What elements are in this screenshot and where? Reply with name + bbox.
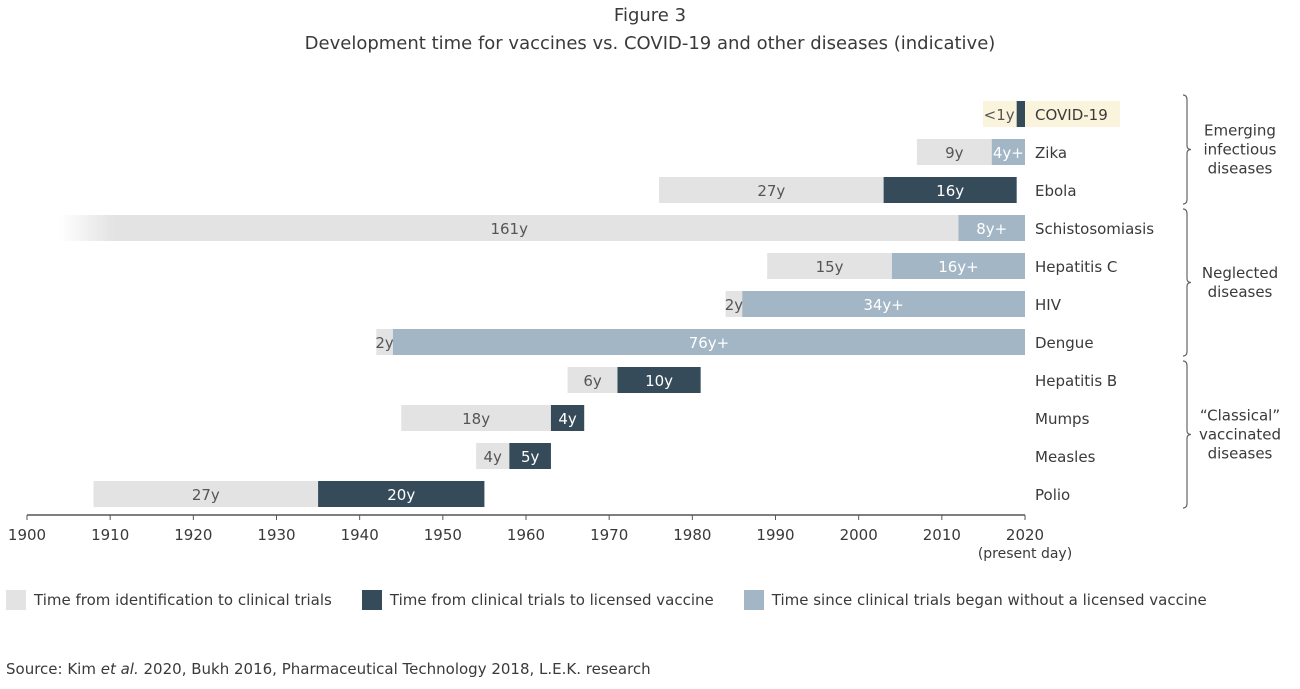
group-label: diseases (1208, 445, 1273, 463)
source-prefix: Source: Kim (6, 660, 101, 678)
bar-segment-identification (659, 177, 884, 203)
figure-label: Figure 3 (613, 5, 687, 26)
bar-label: 4y (484, 448, 503, 466)
disease-label: Schistosomiasis (1035, 220, 1154, 238)
x-tick-label: 1990 (756, 526, 794, 544)
chart-title: Development time for vaccines vs. COVID-… (304, 33, 996, 54)
disease-label: Hepatitis B (1035, 372, 1117, 390)
bar-segment-clinical (550, 405, 585, 431)
bar-label: 18y (462, 410, 490, 428)
bar-segment-identification (376, 329, 393, 355)
bar-segment-ongoing (392, 329, 1025, 355)
bar-label: 161y (490, 220, 528, 238)
group-label: infectious (1204, 141, 1277, 159)
bar-segment-identification (60, 215, 959, 241)
source-note: Source: Kim et al. 2020, Bukh 2016, Phar… (6, 660, 651, 678)
bar-segment-identification (767, 253, 892, 279)
x-tick-label: 1980 (673, 526, 711, 544)
bar-label: 16y+ (938, 258, 979, 276)
disease-label: Measles (1035, 448, 1096, 466)
x-tick-label: 2010 (923, 526, 961, 544)
bar-segment-identification (567, 367, 618, 393)
legend-item-clinical: Time from clinical trials to licensed va… (361, 590, 714, 610)
legend-label: Time since clinical trials began without… (771, 591, 1207, 609)
bar-segment-ongoing (742, 291, 1025, 317)
x-tick-label: 1950 (424, 526, 462, 544)
group-brace (1182, 360, 1192, 509)
bar-label: 27y (757, 182, 785, 200)
disease-label: COVID-19 (1035, 106, 1108, 124)
x-tick-label: 2000 (840, 526, 878, 544)
source-suffix: 2020, Bukh 2016, Pharmaceutical Technolo… (138, 660, 651, 678)
disease-label: Mumps (1035, 410, 1090, 428)
highlight-band (983, 101, 1120, 127)
chart: <1y COVID-19 9y 4y+ Zika 27y 16y Ebola 161y 8y+ Sc… (8, 94, 1281, 562)
x-tick-label: 2020 (1006, 526, 1044, 544)
legend-item-ongoing: Time since clinical trials began without… (743, 590, 1207, 610)
group-label: diseases (1208, 160, 1273, 178)
bar-label: 4y (558, 410, 577, 428)
x-tick-note: (present day) (978, 546, 1072, 562)
bar-segment-clinical (617, 367, 701, 393)
bar-label: 20y (387, 486, 415, 504)
legend-label: Time from clinical trials to licensed va… (389, 591, 714, 609)
x-tick-label: 1900 (8, 526, 46, 544)
disease-label: Dengue (1035, 334, 1094, 352)
x-tick-label: 1940 (341, 526, 379, 544)
legend-item-identification: Time from identification to clinical tri… (6, 590, 332, 610)
bar-segment-identification (476, 443, 510, 469)
bar-label: 15y (816, 258, 844, 276)
x-tick-label: 1960 (507, 526, 545, 544)
group-label: Neglected (1202, 264, 1278, 282)
bar-segment-ongoing (991, 139, 1025, 165)
bar-segment-clinical (318, 481, 485, 507)
disease-label: Ebola (1035, 182, 1077, 200)
bar-segment-identification (401, 405, 551, 431)
disease-label: Zika (1035, 144, 1067, 162)
x-tick-label: 1970 (590, 526, 628, 544)
group-label: diseases (1208, 283, 1273, 301)
disease-label: Polio (1035, 486, 1070, 504)
group-label: vaccinated (1199, 426, 1281, 444)
bar-label: 8y+ (976, 220, 1007, 238)
legend: Time from identification to clinical tri… (6, 590, 1207, 610)
bar-segment-identification (93, 481, 319, 507)
x-tick-label: 1910 (91, 526, 129, 544)
bar-segment-identification (916, 139, 992, 165)
group-label: “Classical” (1200, 407, 1280, 425)
bar-label: 9y (945, 144, 964, 162)
bar-segment-clinical (1016, 101, 1025, 127)
bar-segment-clinical (883, 177, 1017, 203)
bar-label: 34y+ (863, 296, 904, 314)
group-brace (1182, 94, 1192, 205)
bar-label: 6y (583, 372, 602, 390)
bar-label: 5y (521, 448, 540, 466)
bar-label: 2y (725, 296, 744, 314)
group-label: Emerging (1204, 122, 1276, 140)
bar-label: 4y+ (993, 144, 1024, 162)
group-brace (1182, 208, 1192, 357)
x-tick-label: 1920 (174, 526, 212, 544)
bar-label: 16y (936, 182, 964, 200)
disease-label: HIV (1035, 296, 1062, 314)
bar-segment-identification (725, 291, 743, 317)
legend-label: Time from identification to clinical tri… (34, 591, 332, 609)
x-tick-label: 1930 (257, 526, 295, 544)
bar-label: 2y (375, 334, 394, 352)
disease-label: Hepatitis C (1035, 258, 1117, 276)
bar-label: <1y (984, 106, 1015, 124)
bar-label: 76y+ (689, 334, 730, 352)
legend-swatch (743, 590, 764, 610)
bar-label: 27y (192, 486, 220, 504)
bar-segment-ongoing (958, 215, 1025, 241)
bar-label: 10y (645, 372, 673, 390)
source-italic: et al. (100, 660, 139, 678)
legend-swatch (361, 590, 382, 610)
bar-segment-clinical (509, 443, 551, 469)
bar-segment-ongoing (891, 253, 1025, 279)
legend-swatch (6, 590, 26, 610)
